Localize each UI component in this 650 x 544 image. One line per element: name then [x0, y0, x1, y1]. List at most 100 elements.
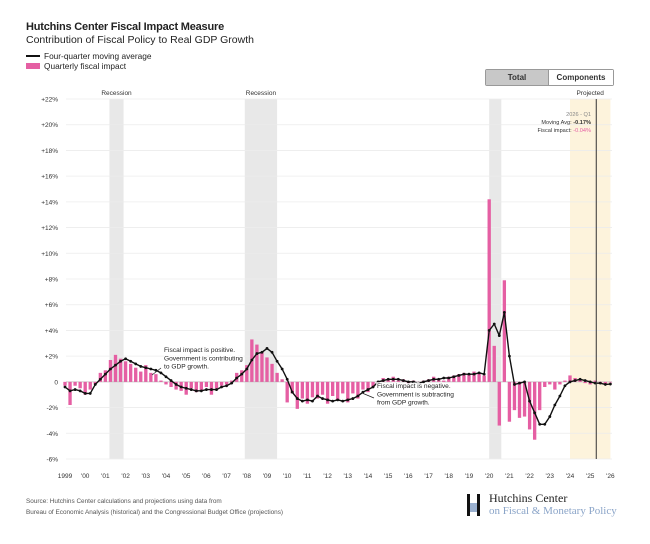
logo-line-1: Hutchins Center [489, 491, 568, 505]
x-tick-label: '16 [404, 473, 413, 480]
y-tick-label: +10% [41, 251, 58, 258]
tooltip-moving-avg-label: Moving Avg: [541, 120, 572, 126]
moving-average-point [427, 379, 430, 382]
x-tick-label: '01 [101, 473, 110, 480]
moving-average-point [462, 372, 466, 376]
bar [366, 381, 370, 393]
bar [563, 380, 567, 382]
x-tick-label: '08 [243, 473, 252, 480]
bar [290, 381, 294, 394]
bar [487, 199, 491, 382]
moving-average-point [603, 383, 607, 386]
components-button[interactable]: Components [549, 70, 613, 85]
annotation-text: from GDP growth. [377, 400, 430, 407]
moving-average-point [114, 363, 117, 367]
tooltip-moving-avg: Moving Avg: -0.17% [541, 120, 591, 126]
bar [260, 352, 264, 382]
bar [295, 381, 299, 409]
bar [275, 372, 279, 382]
bar [229, 380, 234, 382]
bar [98, 372, 103, 382]
source-note: Source: Hutchins Center calculations and… [26, 496, 283, 518]
bar [214, 381, 219, 389]
x-tick-label: '15 [384, 473, 393, 480]
bar [149, 372, 153, 382]
tooltip-fiscal-label: Fiscal impact: [538, 128, 573, 134]
moving-average-point [144, 366, 148, 370]
x-tick-label: '23 [546, 473, 555, 480]
bar [543, 381, 547, 387]
bar [139, 371, 143, 382]
bar [103, 370, 108, 382]
x-tick-label: '21 [505, 473, 514, 480]
moving-average-point [523, 380, 526, 384]
x-tick-label: '25 [586, 473, 595, 480]
bar [553, 381, 557, 390]
moving-average-point [376, 380, 380, 384]
moving-average-point [270, 350, 274, 354]
moving-average-point [230, 381, 234, 385]
moving-average-point [63, 385, 67, 389]
moving-average-point [240, 372, 244, 376]
moving-average-point [109, 367, 112, 371]
bar [108, 360, 113, 382]
y-tick-label: +12% [41, 225, 58, 232]
moving-average-point [139, 365, 143, 368]
moving-average-point [119, 359, 122, 363]
moving-average-point [356, 394, 360, 398]
y-tick-label: +16% [41, 174, 58, 181]
moving-average-point [149, 367, 153, 371]
moving-average-point [568, 380, 572, 384]
x-tick-label: '05 [182, 473, 191, 480]
y-tick-label: -2% [46, 405, 58, 412]
moving-average-point [533, 411, 537, 415]
y-tick-label: +14% [41, 199, 58, 206]
moving-average-point [452, 375, 456, 379]
moving-average-point [321, 397, 324, 400]
moving-average-point [93, 383, 97, 386]
moving-average-point [396, 377, 400, 381]
moving-average-point [73, 388, 77, 391]
x-tick-label: '12 [323, 473, 332, 480]
moving-average-point [538, 422, 542, 426]
moving-average-point [366, 388, 370, 391]
legend-item-quarterly[interactable]: Quarterly fiscal impact [26, 61, 151, 71]
x-tick-label: '17 [424, 473, 433, 480]
moving-average-point [275, 359, 279, 363]
tooltip-period: 2026 - Q1 [566, 112, 591, 118]
moving-average-point [169, 379, 173, 382]
bar [336, 381, 340, 400]
moving-average-point [381, 379, 385, 382]
legend-item-moving-average[interactable]: Four-quarter moving average [26, 51, 151, 61]
moving-average-point [260, 350, 264, 354]
moving-average-point [508, 354, 511, 358]
bar [199, 381, 204, 391]
bar [527, 381, 532, 430]
bar [320, 381, 325, 395]
bar [467, 374, 471, 382]
bar [558, 381, 562, 385]
moving-average-point [346, 398, 350, 402]
y-tick-label: +18% [41, 148, 58, 155]
x-tick-label: '00 [81, 473, 90, 480]
bar [159, 380, 163, 382]
bar [482, 375, 486, 382]
bar [452, 375, 456, 382]
bar [371, 381, 375, 387]
moving-average-point [300, 399, 304, 403]
moving-average-point [548, 415, 552, 418]
moving-average-point [311, 399, 314, 403]
moving-average-point [341, 399, 345, 403]
moving-average-point [407, 380, 410, 384]
bar [73, 381, 77, 386]
x-tick-label: '03 [142, 473, 151, 480]
moving-average-point [487, 329, 491, 332]
total-button[interactable]: Total [486, 70, 549, 85]
moving-average-point [386, 377, 390, 381]
moving-average-point [578, 377, 582, 381]
bar [341, 381, 345, 394]
x-tick-label: '19 [465, 473, 474, 480]
moving-average-point [164, 375, 168, 379]
moving-average-point [68, 389, 72, 393]
